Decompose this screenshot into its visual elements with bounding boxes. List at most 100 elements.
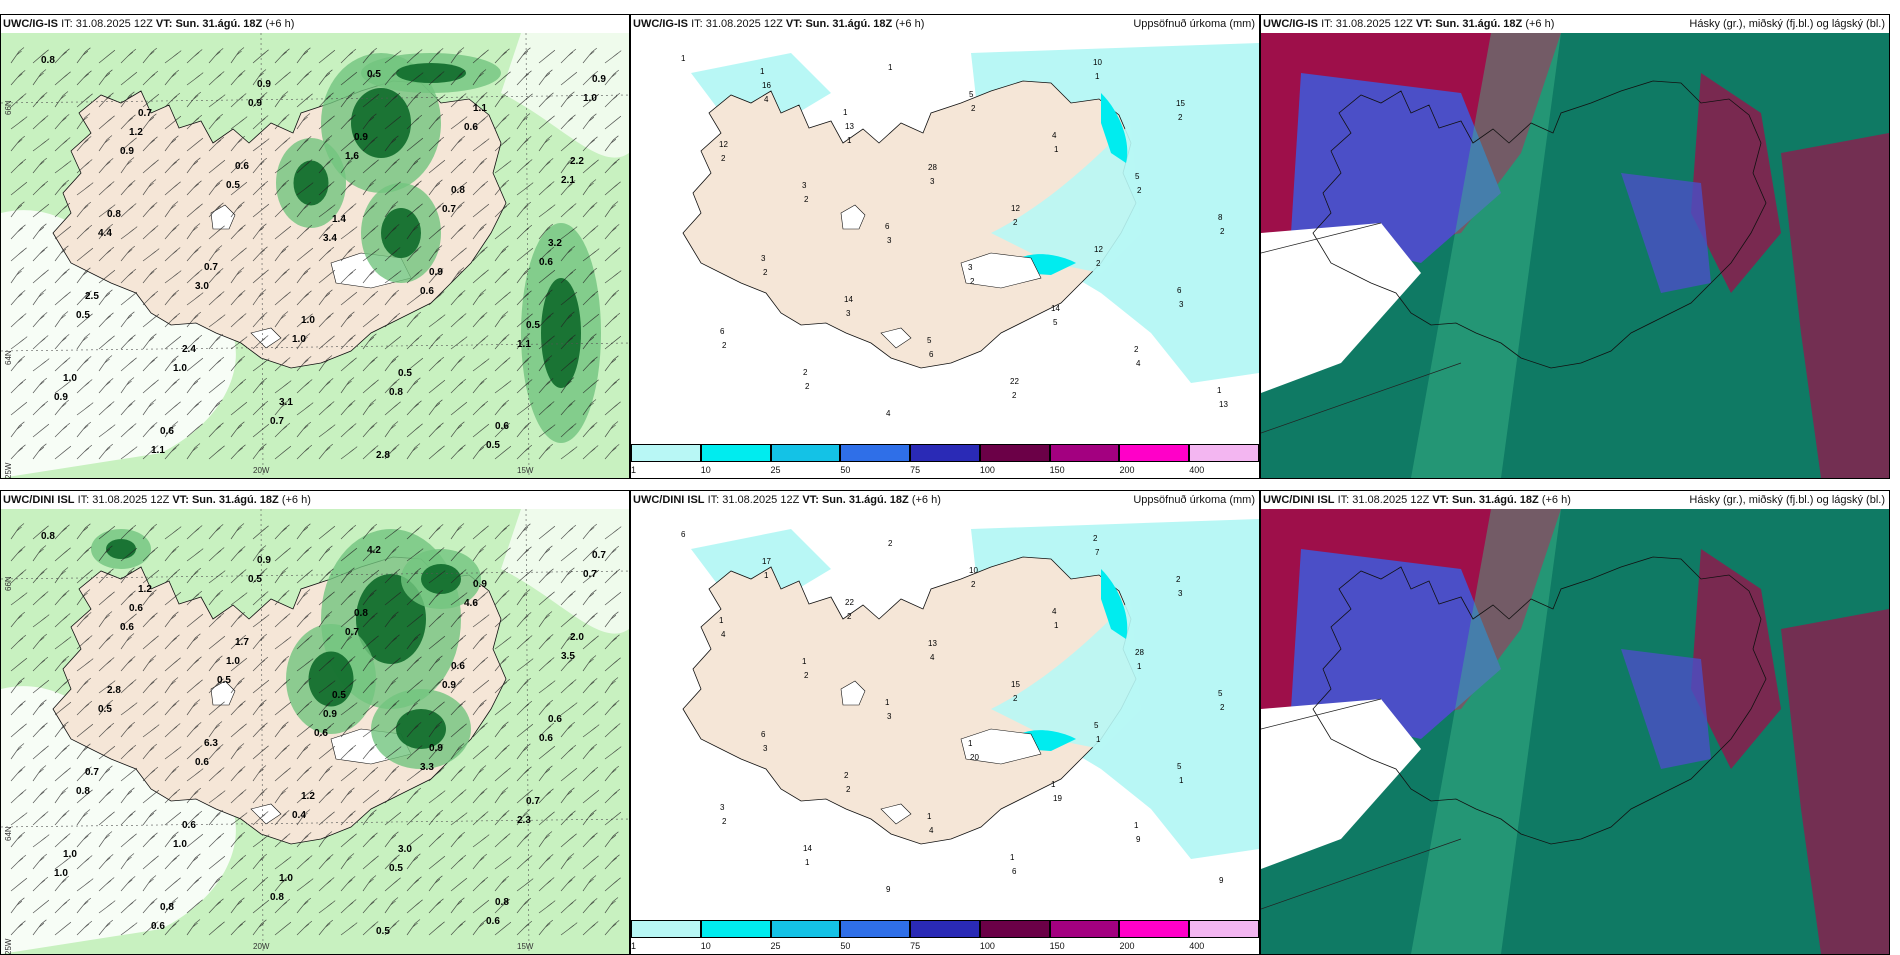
wind-barb (10, 401, 28, 416)
wind-barb (142, 356, 158, 372)
wind-barb (494, 875, 510, 892)
axis-label: 64N (4, 826, 13, 841)
wind-barb (186, 49, 203, 64)
wind-barb (472, 358, 490, 372)
wind-barb (142, 333, 157, 350)
wind-barb (76, 379, 93, 394)
wind-barb (208, 422, 224, 438)
wind-barb (296, 635, 313, 650)
wind-barb (604, 69, 620, 86)
legend-swatch (910, 444, 980, 462)
wind-barb (384, 92, 401, 108)
wind-barb (98, 269, 116, 284)
wind-barb (10, 634, 27, 650)
wind-barb (142, 743, 158, 760)
wind-barb (472, 788, 488, 804)
wind-barb (318, 401, 335, 416)
dry-area (1, 210, 236, 478)
precip-value-label: 4 (1052, 131, 1057, 140)
wind-barb (208, 136, 225, 152)
precip-value-label: 5 (1053, 318, 1058, 327)
wind-barb (142, 225, 159, 240)
wind-barb (54, 590, 70, 606)
wind-barb (494, 567, 509, 584)
wind-barb (560, 702, 578, 716)
wind-barb (318, 568, 334, 584)
precip-value-label: 0.5 (526, 320, 540, 331)
wind-barb (406, 334, 423, 350)
wind-barb (340, 311, 355, 328)
wind-barb (142, 589, 157, 606)
wind-barb (494, 160, 512, 174)
wind-barb (538, 811, 555, 826)
wind-barb (164, 877, 181, 892)
wind-barb (318, 545, 333, 562)
wind-barb (340, 547, 358, 562)
wind-barb (384, 591, 402, 606)
wind-barb (516, 589, 531, 606)
wind-barb (450, 854, 467, 870)
wind-barb (362, 202, 378, 218)
wind-barb (186, 223, 201, 240)
wind-barb (494, 291, 511, 306)
wind-barb (318, 443, 334, 460)
precip-value-label: 0.5 (332, 690, 346, 701)
wind-barb (10, 611, 26, 628)
wind-barb (516, 182, 534, 196)
wind-barb (120, 767, 138, 782)
panel-wind-precip-row2: UWC/DINI ISL IT: 31.08.2025 12Z VT: Sun.… (0, 490, 630, 955)
wind-barb (604, 135, 619, 152)
wind-barb (32, 246, 48, 262)
wind-barb (32, 633, 48, 650)
wind-barb (472, 269, 489, 284)
wind-barb (186, 525, 203, 540)
wind-barb (54, 856, 72, 870)
wind-barb (538, 312, 554, 328)
wind-barb (296, 356, 312, 372)
precip-value-label: 1.0 (583, 93, 597, 104)
wind-barb (120, 180, 136, 196)
wind-barb (296, 182, 314, 196)
wind-barb (340, 853, 355, 870)
wind-barb (230, 723, 247, 738)
wind-barb (494, 701, 512, 716)
wind-barb (252, 525, 269, 540)
wind-barb (516, 523, 531, 540)
wind-barb (362, 290, 379, 306)
wind-barb (582, 379, 599, 394)
wind-barb (98, 223, 114, 240)
wind-barb (274, 833, 291, 848)
wind-barb (208, 356, 225, 372)
wind-barb (142, 921, 159, 936)
wind-barb (230, 313, 247, 328)
wind-barb (120, 71, 138, 86)
precip-mid-area (1101, 569, 1128, 639)
precip-value-label: 0.6 (451, 661, 465, 672)
wind-barb (120, 226, 138, 240)
wind-barb (252, 92, 268, 108)
wind-barb (560, 899, 577, 914)
wind-barb (604, 920, 620, 936)
wind-barb (604, 50, 622, 64)
wind-barb (428, 832, 445, 848)
wind-barb (98, 158, 114, 174)
wind-barb (76, 201, 92, 218)
wind-barb (76, 267, 91, 284)
wind-barb (142, 202, 158, 218)
wind-barb (340, 203, 357, 218)
precip-value-label: 2 (1012, 391, 1017, 400)
legend-label: 10 (700, 941, 711, 951)
wind-barb (428, 790, 446, 804)
wind-barb (384, 811, 402, 826)
wind-barb (494, 856, 512, 870)
wind-barb (604, 401, 621, 416)
wind-barb (142, 47, 158, 64)
wind-barb (428, 678, 444, 694)
wind-barb (54, 179, 70, 196)
wind-barb (384, 50, 402, 64)
wind-barb (10, 523, 25, 540)
wind-barb (10, 700, 26, 716)
wind-barb (76, 136, 92, 152)
precip-value-label: 4 (764, 95, 769, 104)
wind-barb (54, 91, 69, 108)
